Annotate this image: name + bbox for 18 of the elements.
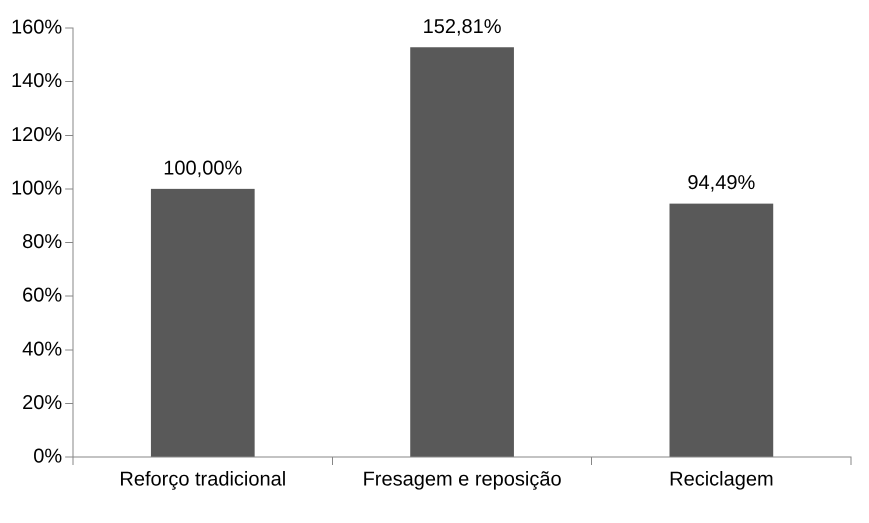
x-tick-label: Reforço tradicional [119, 468, 286, 491]
y-tick-label: 40% [22, 338, 62, 360]
y-tick-label: 60% [22, 284, 62, 307]
y-tick-label: 140% [10, 70, 62, 92]
x-tick-label: Fresagem e reposição [362, 468, 562, 491]
data-label: 100,00% [163, 157, 242, 180]
bar [670, 204, 774, 456]
y-tick-label: 120% [10, 124, 62, 146]
bar [410, 47, 514, 456]
bar [150, 188, 255, 456]
y-tick-label: 100% [10, 177, 62, 200]
data-label: 152,81% [422, 16, 502, 38]
y-tick-label: 0% [33, 446, 62, 468]
y-tick-label: 80% [22, 231, 62, 254]
x-tick-label: Reciclagem [669, 468, 774, 491]
y-tick-label: 20% [22, 392, 62, 414]
y-tick-label: 160% [10, 16, 62, 39]
data-label: 94,49% [687, 172, 756, 194]
